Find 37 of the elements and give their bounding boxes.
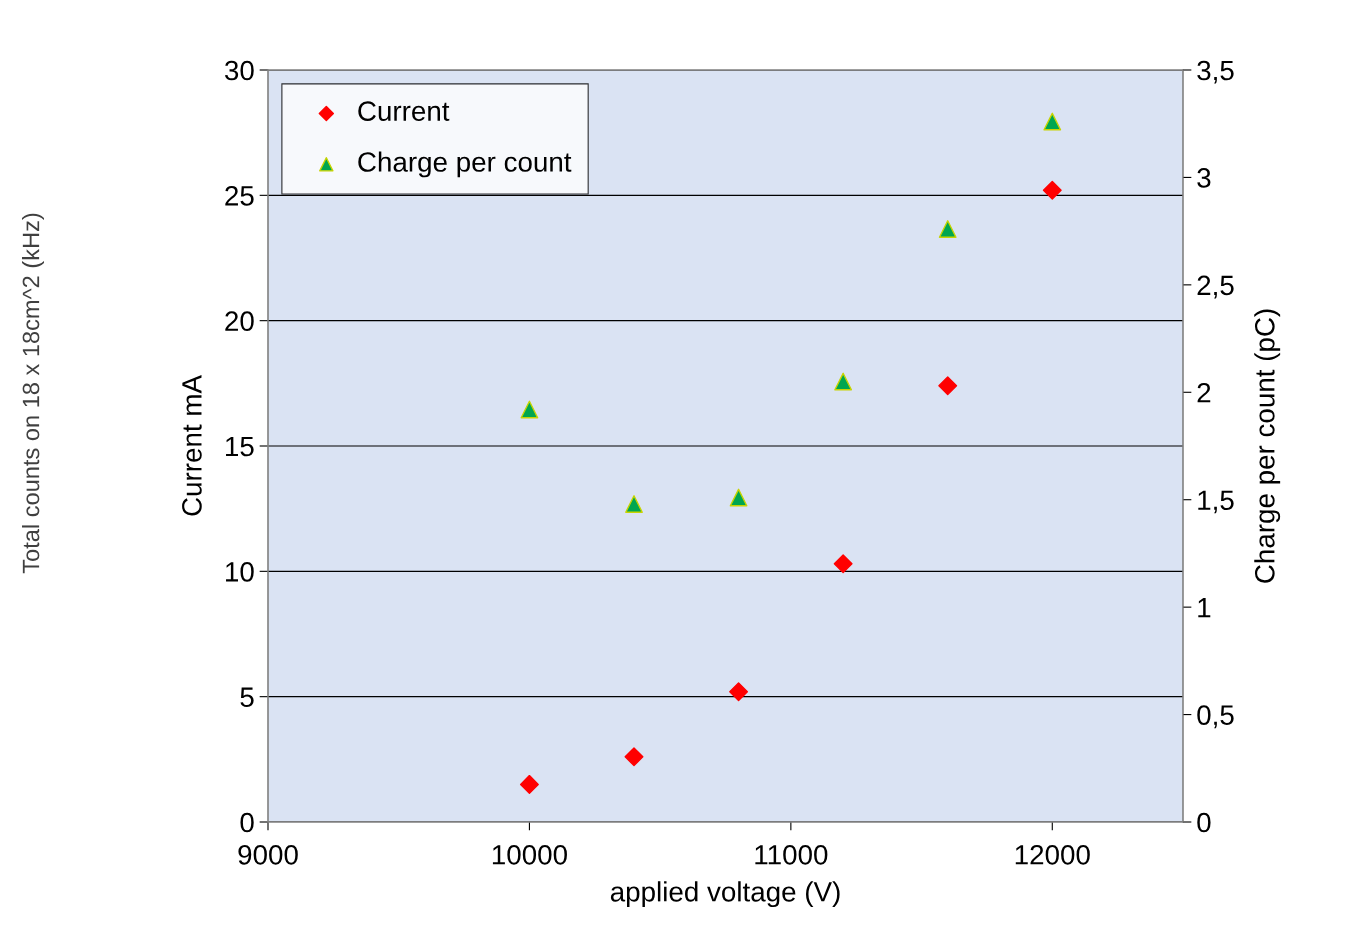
y2-tick-label: 0 bbox=[1197, 812, 1211, 833]
y2-tick-label: 0,5 bbox=[1197, 705, 1234, 729]
y-tick-label: 25 bbox=[225, 186, 254, 206]
y-tick-label: 0 bbox=[240, 812, 254, 833]
legend-label: Current bbox=[358, 101, 450, 121]
point bbox=[729, 488, 748, 507]
y2-axis-title: Charge per count (pC) bbox=[1254, 309, 1281, 583]
y-tick-label: 5 bbox=[240, 687, 254, 708]
y-tick-label: 10 bbox=[226, 562, 254, 582]
point bbox=[1042, 180, 1062, 200]
x-tick-label: 9000 bbox=[238, 844, 298, 865]
point bbox=[938, 376, 958, 396]
legend-label: Charge per count bbox=[358, 151, 572, 178]
y2-tick-label: 1,5 bbox=[1198, 490, 1234, 514]
x-tick-label: 10000 bbox=[492, 844, 567, 865]
x-tick-label: 12000 bbox=[1015, 844, 1090, 865]
point bbox=[729, 682, 749, 702]
y-tick-label: 20 bbox=[225, 311, 254, 332]
point bbox=[1043, 112, 1062, 131]
y2-tick-label: 1 bbox=[1198, 598, 1211, 618]
point bbox=[624, 747, 644, 767]
y2-tick-label: 2,5 bbox=[1197, 275, 1234, 299]
point bbox=[520, 400, 539, 419]
point bbox=[833, 554, 853, 574]
y2-tick-label: 3 bbox=[1197, 168, 1211, 188]
x-tick-label: 11000 bbox=[755, 844, 828, 865]
y-axis-title: Current mA bbox=[182, 375, 202, 516]
y-tick-label: 15 bbox=[226, 436, 254, 457]
point bbox=[938, 220, 957, 238]
y2-tick-label: 3,5 bbox=[1197, 60, 1234, 84]
y2-tick-label: 2 bbox=[1197, 382, 1211, 403]
point bbox=[519, 774, 539, 794]
text: Total counts on 18 x 18cm^2 (kHz) bbox=[22, 213, 44, 574]
y-tick-label: 30 bbox=[224, 60, 254, 81]
x-axis-title: applied voltage (V) bbox=[610, 881, 840, 908]
point bbox=[625, 495, 643, 513]
point bbox=[834, 372, 853, 391]
